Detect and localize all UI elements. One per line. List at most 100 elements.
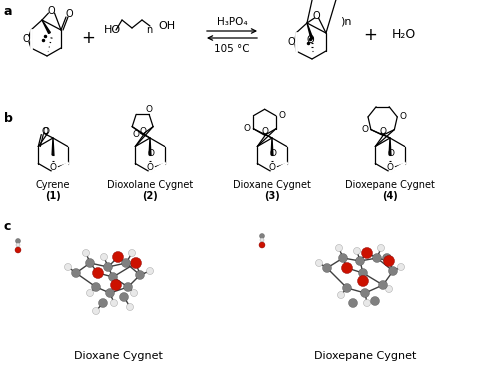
Circle shape <box>92 267 104 278</box>
Text: H₃PO₄: H₃PO₄ <box>216 17 248 27</box>
Circle shape <box>122 259 130 267</box>
Polygon shape <box>42 20 50 33</box>
Circle shape <box>110 300 117 306</box>
Text: O: O <box>400 113 407 121</box>
Circle shape <box>86 290 94 296</box>
Text: Dioxane Cygnet: Dioxane Cygnet <box>74 351 162 361</box>
Circle shape <box>354 247 360 254</box>
Circle shape <box>16 243 20 247</box>
Text: (1): (1) <box>45 191 61 201</box>
Text: O: O <box>42 127 49 136</box>
Circle shape <box>356 257 364 265</box>
Text: (2): (2) <box>142 191 158 201</box>
Circle shape <box>382 254 392 262</box>
Circle shape <box>378 244 384 252</box>
Text: O: O <box>362 125 368 134</box>
Circle shape <box>130 290 138 296</box>
Circle shape <box>126 303 134 311</box>
Circle shape <box>386 285 392 293</box>
Circle shape <box>388 267 398 275</box>
Circle shape <box>342 262 352 273</box>
Circle shape <box>72 268 80 278</box>
Text: O: O <box>139 127 146 136</box>
Text: O: O <box>244 124 251 133</box>
Circle shape <box>106 288 114 298</box>
Text: O: O <box>50 163 57 172</box>
Text: O: O <box>148 149 154 159</box>
Text: O: O <box>278 111 285 120</box>
Circle shape <box>370 296 380 306</box>
Polygon shape <box>271 138 273 155</box>
Text: +: + <box>81 29 95 47</box>
Text: H₂O: H₂O <box>392 28 416 41</box>
Text: O: O <box>147 163 154 172</box>
Text: Dioxane Cygnet: Dioxane Cygnet <box>233 180 311 190</box>
Circle shape <box>98 298 108 308</box>
Circle shape <box>362 247 372 259</box>
Circle shape <box>108 272 118 282</box>
Circle shape <box>338 291 344 298</box>
Circle shape <box>100 254 107 260</box>
Circle shape <box>92 283 100 291</box>
Circle shape <box>372 254 382 262</box>
Circle shape <box>128 249 136 257</box>
Text: +: + <box>363 26 377 44</box>
Text: O: O <box>270 149 276 159</box>
Text: O: O <box>146 105 152 114</box>
Text: OH: OH <box>158 21 175 31</box>
Circle shape <box>348 298 358 308</box>
Polygon shape <box>389 138 391 155</box>
Text: O: O <box>48 6 56 16</box>
Circle shape <box>82 249 89 257</box>
Circle shape <box>136 270 144 280</box>
Text: Dioxepane Cygnet: Dioxepane Cygnet <box>314 351 416 361</box>
Circle shape <box>358 268 368 278</box>
Text: O: O <box>387 163 394 172</box>
Text: O: O <box>22 34 30 44</box>
Circle shape <box>378 280 388 290</box>
Text: O: O <box>312 11 320 21</box>
Text: O: O <box>306 35 314 45</box>
Circle shape <box>104 262 112 272</box>
Circle shape <box>322 264 332 272</box>
Circle shape <box>92 308 100 314</box>
Text: O: O <box>261 127 268 136</box>
Text: )n: )n <box>340 16 351 26</box>
Text: Cyrene: Cyrene <box>36 180 70 190</box>
Circle shape <box>120 293 128 301</box>
Circle shape <box>110 280 122 290</box>
Circle shape <box>398 264 404 270</box>
Circle shape <box>358 275 368 286</box>
Circle shape <box>360 288 370 298</box>
Text: O: O <box>388 149 394 159</box>
Text: O: O <box>269 163 276 172</box>
Circle shape <box>260 234 264 239</box>
Circle shape <box>124 283 132 291</box>
Text: n: n <box>146 25 152 35</box>
Text: Dioxolane Cygnet: Dioxolane Cygnet <box>107 180 193 190</box>
Text: (4): (4) <box>382 191 398 201</box>
Circle shape <box>384 255 394 267</box>
Circle shape <box>338 254 347 262</box>
Circle shape <box>260 238 264 242</box>
Text: 105 °C: 105 °C <box>214 44 250 54</box>
Circle shape <box>130 257 141 268</box>
Text: a: a <box>4 5 12 18</box>
Text: O: O <box>42 127 49 136</box>
Circle shape <box>364 300 370 306</box>
Circle shape <box>16 239 20 244</box>
Circle shape <box>15 247 21 253</box>
Text: O: O <box>287 37 295 47</box>
Circle shape <box>112 252 124 262</box>
Circle shape <box>146 267 154 275</box>
Text: O: O <box>132 130 139 139</box>
Text: HO: HO <box>104 25 121 35</box>
Text: O: O <box>379 127 386 136</box>
Polygon shape <box>307 23 313 39</box>
Text: c: c <box>4 220 12 233</box>
Polygon shape <box>149 138 151 155</box>
Text: O: O <box>65 9 73 19</box>
Text: (3): (3) <box>264 191 280 201</box>
Circle shape <box>86 259 94 267</box>
Circle shape <box>64 264 71 270</box>
